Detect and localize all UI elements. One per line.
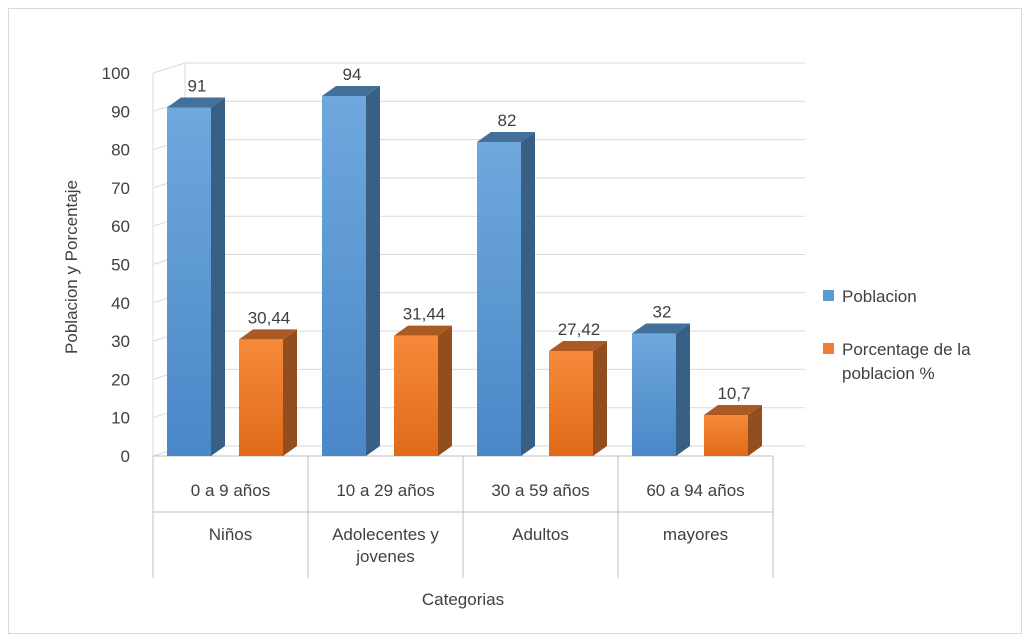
bar-poblacion — [477, 131, 535, 456]
bar-front — [632, 333, 676, 456]
legend-swatch — [823, 290, 834, 301]
y-tick-label: 80 — [111, 141, 130, 160]
bars — [167, 85, 762, 456]
bar-side — [521, 131, 535, 456]
data-label: 30,44 — [248, 308, 291, 327]
y-tick-label: 0 — [121, 447, 130, 466]
bar-top — [167, 97, 225, 108]
bar-poblacion — [167, 97, 225, 456]
legend-label: Poblacion — [842, 287, 917, 306]
legend-item-poblacion: Poblacion — [823, 287, 917, 306]
category-group-label: Adolecentes y jovenes — [332, 525, 439, 566]
bar-side — [438, 325, 452, 456]
data-label: 31,44 — [403, 305, 446, 324]
bar-porcentaje — [394, 325, 452, 456]
category-group-label: mayores — [663, 525, 728, 544]
bar-front — [704, 415, 748, 456]
bar-porcentaje — [704, 405, 762, 456]
bar-top — [322, 85, 380, 96]
bar-top — [394, 325, 452, 336]
bar-front — [477, 141, 521, 456]
data-label: 27,42 — [558, 320, 601, 339]
legend-item-porcentaje: Porcentage de la poblacion % — [823, 340, 971, 383]
bar-porcentaje — [549, 340, 607, 456]
y-tick-label: 90 — [111, 102, 130, 121]
bar-front — [549, 350, 593, 456]
category-range-label: 60 a 94 años — [646, 481, 744, 500]
bar-front — [167, 107, 211, 456]
category-group-label: Adultos — [512, 525, 569, 544]
bar-top — [239, 329, 297, 340]
bar-top — [704, 405, 762, 416]
category-range-label: 10 a 29 años — [336, 481, 434, 500]
data-label: 94 — [343, 65, 362, 84]
bar-side — [676, 323, 690, 456]
bar-side — [283, 329, 297, 456]
bar-front — [394, 335, 438, 456]
x-axis-title: Categorias — [422, 590, 504, 609]
axes — [152, 455, 774, 578]
category-axis: 0 a 9 años Niños 10 a 29 años Adolecentes y… — [191, 481, 745, 566]
data-label: 32 — [653, 302, 672, 321]
category-range-label: 0 a 9 años — [191, 481, 270, 500]
bar-top — [477, 131, 535, 142]
y-axis-title: Poblacion y Porcentaje — [62, 180, 81, 354]
y-tick-label: 30 — [111, 332, 130, 351]
y-tick-label: 100 — [102, 64, 130, 83]
y-tick-label: 70 — [111, 179, 130, 198]
bar-front — [239, 339, 283, 456]
y-tick-label: 20 — [111, 370, 130, 389]
legend-label: Porcentage de la poblacion % — [842, 340, 971, 383]
bar-side — [211, 97, 225, 456]
data-label: 10,7 — [717, 384, 750, 403]
bar-poblacion — [632, 323, 690, 456]
y-tick-label: 50 — [111, 256, 130, 275]
category-range-label: 30 a 59 años — [491, 481, 589, 500]
bar-top — [632, 323, 690, 334]
legend: Poblacion Porcentage de la poblacion % — [823, 287, 971, 383]
bar-top — [549, 340, 607, 351]
bar-side — [366, 85, 380, 456]
data-labels: 91 30,44 94 31,44 82 27,42 32 10,7 — [188, 65, 751, 403]
bar-side — [593, 340, 607, 456]
y-tick-label: 10 — [111, 409, 130, 428]
bar-side — [748, 405, 762, 456]
y-tick-label: 60 — [111, 217, 130, 236]
data-label: 82 — [498, 111, 517, 130]
category-group-label: Niños — [209, 525, 252, 544]
legend-swatch — [823, 343, 834, 354]
bar-front — [322, 95, 366, 456]
data-label: 91 — [188, 76, 207, 95]
gridline-depth — [152, 62, 186, 74]
y-tick-label: 40 — [111, 294, 130, 313]
bar-poblacion — [322, 85, 380, 456]
bar-porcentaje — [239, 329, 297, 456]
